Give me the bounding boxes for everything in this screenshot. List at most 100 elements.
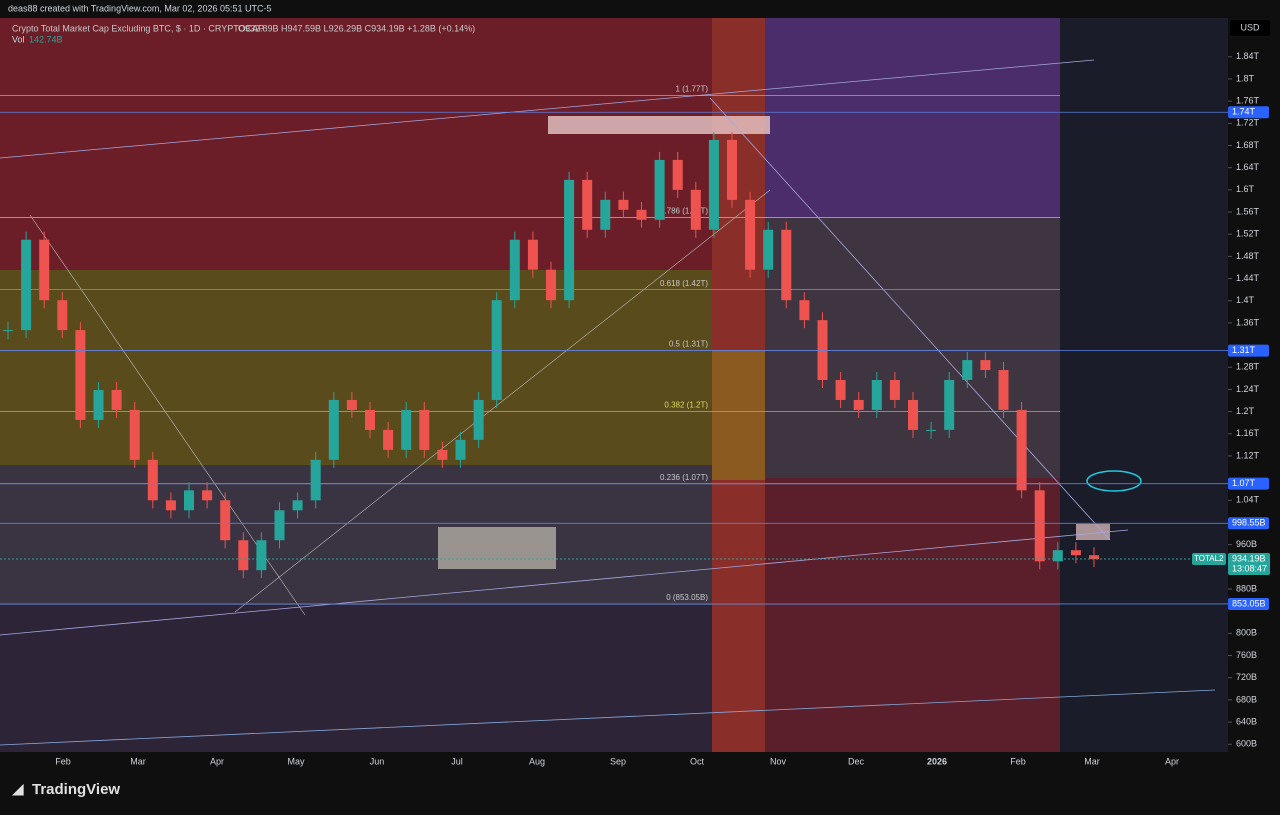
candle bbox=[365, 409, 375, 430]
price-label: 1.52T bbox=[1236, 229, 1260, 239]
price-badge-label: 1.31T bbox=[1232, 345, 1256, 355]
candle bbox=[274, 510, 285, 541]
candle bbox=[419, 409, 430, 450]
last-price-badge bbox=[1228, 552, 1270, 575]
volume-label: Vol bbox=[12, 34, 25, 44]
logo: ◢ bbox=[12, 781, 24, 797]
candle bbox=[328, 399, 339, 460]
candle bbox=[202, 490, 213, 501]
candle bbox=[926, 429, 937, 431]
price-label: 1.44T bbox=[1236, 273, 1260, 283]
highlight-box bbox=[1076, 524, 1110, 540]
candle bbox=[799, 300, 810, 321]
highlight-box bbox=[438, 527, 556, 569]
price-badge-label: 853.05B bbox=[1232, 598, 1266, 608]
time-label: Jun bbox=[370, 756, 385, 766]
price-label: 1.64T bbox=[1236, 162, 1260, 172]
candle bbox=[437, 449, 448, 460]
volume: 142.74B bbox=[29, 34, 63, 44]
time-label: Apr bbox=[1165, 756, 1179, 766]
price-label: 680B bbox=[1236, 694, 1257, 704]
candle bbox=[184, 490, 194, 511]
candle bbox=[835, 380, 846, 400]
price-badge bbox=[1228, 477, 1269, 490]
price-label: 1.36T bbox=[1236, 317, 1260, 327]
symbol-badge bbox=[1192, 552, 1226, 565]
footer-bar bbox=[0, 770, 1280, 810]
price-badge-label: 1.74T bbox=[1232, 107, 1256, 117]
price-label: 760B bbox=[1236, 650, 1257, 660]
fib-label: 0.5 (1.31T) bbox=[669, 340, 708, 349]
candle bbox=[1016, 409, 1027, 491]
candle bbox=[636, 209, 647, 220]
price-label: 1.76T bbox=[1236, 96, 1260, 106]
candle bbox=[129, 409, 140, 460]
candle bbox=[962, 360, 973, 381]
candle bbox=[600, 199, 611, 230]
annotation bbox=[1086, 470, 1142, 492]
trendline bbox=[234, 189, 771, 613]
candle bbox=[1070, 550, 1081, 556]
candle bbox=[1052, 550, 1063, 562]
symbol: Crypto Total Market Cap Excluding BTC, $… bbox=[12, 23, 264, 33]
currency-box[interactable] bbox=[1230, 20, 1270, 36]
zone bbox=[765, 478, 1060, 752]
candle bbox=[455, 439, 466, 460]
zone bbox=[0, 465, 712, 605]
time-label: Sep bbox=[610, 756, 626, 766]
candle bbox=[401, 409, 412, 450]
candle bbox=[21, 239, 32, 331]
candle bbox=[473, 399, 484, 440]
candle bbox=[527, 239, 538, 270]
candle bbox=[781, 229, 792, 301]
candle bbox=[853, 399, 864, 410]
candle bbox=[745, 199, 756, 270]
candle bbox=[1034, 490, 1045, 562]
candle bbox=[690, 189, 701, 230]
candle bbox=[238, 540, 249, 571]
candle bbox=[1089, 555, 1099, 560]
time-label: Apr bbox=[210, 756, 224, 766]
price-badge bbox=[1228, 106, 1269, 119]
candle bbox=[871, 380, 882, 410]
price-badge bbox=[1228, 517, 1269, 530]
time-label: Jul bbox=[451, 756, 463, 766]
candle bbox=[147, 459, 158, 501]
candle bbox=[998, 370, 1009, 410]
price-label: 640B bbox=[1236, 716, 1257, 726]
candle bbox=[346, 399, 357, 410]
candle bbox=[111, 389, 122, 410]
candle bbox=[256, 540, 267, 571]
candle bbox=[889, 380, 900, 400]
candle bbox=[672, 159, 683, 190]
fib-label: 0.786 (1.55T) bbox=[660, 207, 708, 216]
time-label: Nov bbox=[770, 756, 787, 766]
fib-label: 1 (1.77T) bbox=[676, 85, 709, 94]
candle bbox=[220, 500, 231, 541]
price-label: 1.8T bbox=[1236, 73, 1255, 83]
candle bbox=[908, 399, 918, 430]
candle bbox=[817, 320, 828, 381]
candle bbox=[727, 139, 737, 200]
currency[interactable]: USD bbox=[1240, 22, 1260, 32]
candle bbox=[509, 239, 520, 301]
time-label: May bbox=[287, 756, 305, 766]
price-label: 880B bbox=[1236, 583, 1257, 593]
price-label: 1.04T bbox=[1236, 495, 1260, 505]
price-label: 960B bbox=[1236, 539, 1257, 549]
time-label: Dec bbox=[848, 756, 865, 766]
zone bbox=[712, 350, 765, 480]
candle bbox=[75, 330, 86, 420]
ohlc: O932.89B H947.59B L926.29B C934.19B +1.2… bbox=[238, 23, 475, 33]
price-label: 1.12T bbox=[1236, 450, 1260, 460]
fib-label: 0.382 (1.2T) bbox=[664, 401, 708, 410]
zone bbox=[1060, 18, 1228, 752]
candle bbox=[383, 429, 394, 450]
candle bbox=[165, 500, 176, 511]
time-label: Mar bbox=[1084, 756, 1100, 766]
candle bbox=[491, 300, 502, 400]
candle bbox=[944, 380, 955, 430]
time-label: Oct bbox=[690, 756, 705, 766]
candle bbox=[582, 179, 593, 230]
